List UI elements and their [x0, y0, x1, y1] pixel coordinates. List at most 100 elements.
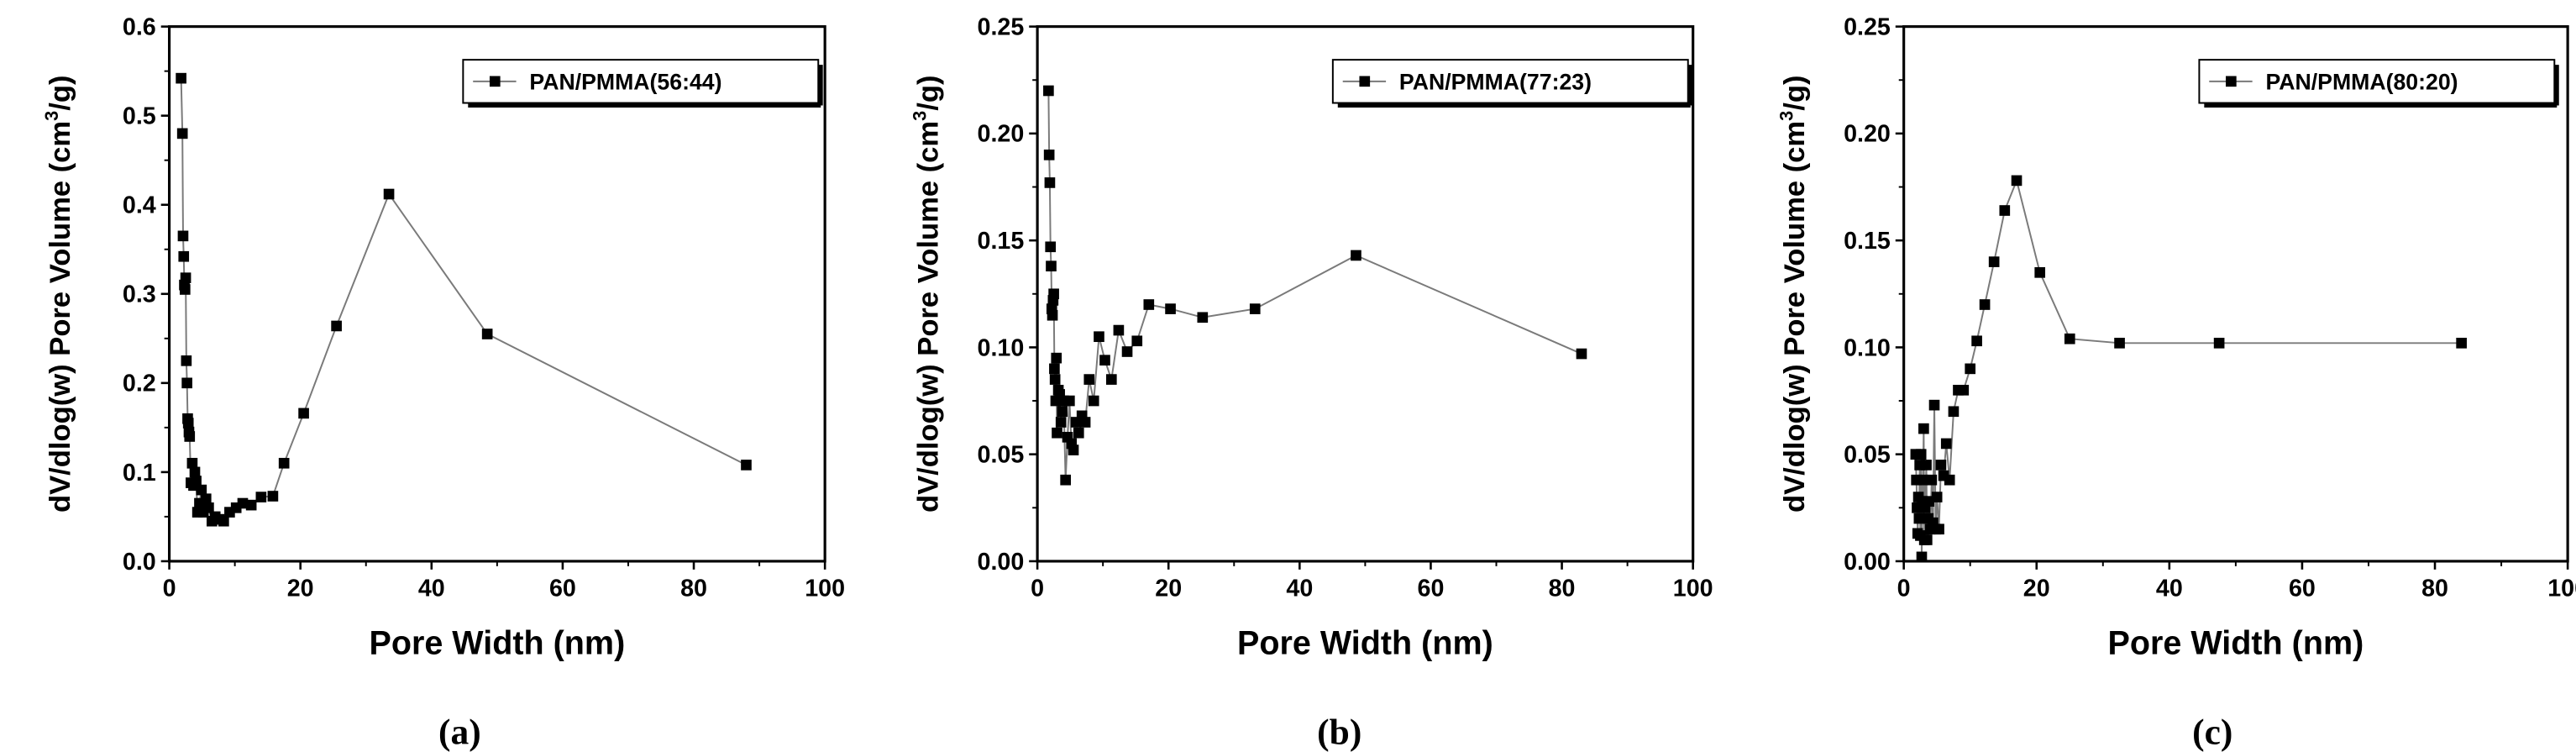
- legend-box: [2198, 59, 2556, 104]
- y-tick-label: 0.15: [1844, 228, 1891, 255]
- y-tick-label: 0.2: [123, 371, 156, 397]
- chart-panel-a: 0 20 40 60 80 100 0.0 0.1 0.2 0.3 0.4 0.5 0.6 Pore Wi…: [41, 13, 845, 752]
- y-tick-label: 0.05: [978, 442, 1025, 469]
- data-point: [2213, 337, 2225, 349]
- data-point: [1965, 363, 1976, 375]
- y-tick-label: 0.20: [978, 121, 1025, 148]
- data-point: [1916, 551, 1928, 563]
- panel-caption: (b): [1317, 712, 1361, 752]
- series-line: [1047, 90, 1582, 481]
- y-axis-title-superscript: 3: [910, 111, 931, 121]
- data-point: [178, 250, 190, 262]
- data-point: [383, 188, 395, 200]
- y-tick-label: 0.00: [978, 549, 1025, 576]
- data-point: [186, 457, 198, 469]
- data-point: [1921, 534, 1933, 545]
- data-point: [1046, 260, 1057, 272]
- data-point: [177, 230, 189, 242]
- data-point: [1049, 363, 1060, 375]
- y-tick-label: 0.6: [123, 13, 156, 40]
- data-point: [1043, 85, 1054, 97]
- data-point: [1052, 427, 1062, 439]
- data-point: [181, 377, 192, 389]
- chart-panel-b: 0 20 40 60 80 100 0.00 0.05 0.10 0.15 0.20 0.25 Pore…: [910, 13, 1713, 752]
- data-point: [191, 476, 202, 486]
- y-axis-title-main: dV/dlog(w) Pore Volume (cm: [913, 121, 945, 513]
- data-point: [1921, 460, 1932, 471]
- data-point: [1918, 423, 1929, 434]
- panel-caption: (c): [2192, 712, 2232, 752]
- legend-marker: [1359, 76, 1371, 87]
- x-tick-label: 100: [2547, 575, 2576, 602]
- legend-label: PAN/PMMA(77:23): [1399, 70, 1592, 95]
- data-point: [1073, 427, 1084, 439]
- data-point: [1043, 150, 1055, 160]
- legend-label: PAN/PMMA(56:44): [529, 70, 721, 95]
- data-point: [1055, 417, 1067, 428]
- data-point: [1948, 406, 1960, 418]
- data-point: [1060, 474, 1071, 486]
- x-tick-label: 80: [1549, 575, 1576, 602]
- data-point: [1923, 496, 1935, 507]
- legend-box: [462, 59, 820, 104]
- data-point: [1913, 513, 1925, 524]
- legend: PAN/PMMA(56:44): [462, 59, 823, 108]
- data-point: [278, 457, 290, 469]
- data-point: [1121, 346, 1133, 357]
- data-point: [741, 460, 752, 471]
- data-point: [1940, 438, 1952, 450]
- panel-caption: (a): [438, 712, 481, 752]
- data-point: [1915, 449, 1927, 460]
- x-tick-label: 20: [2023, 575, 2050, 602]
- data-point: [1988, 256, 2000, 267]
- data-point: [298, 408, 309, 419]
- legend-box: [1331, 59, 1689, 104]
- data-point: [245, 499, 257, 511]
- data-point: [1083, 374, 1095, 385]
- data-point: [1935, 460, 1947, 471]
- data-point: [1926, 474, 1938, 486]
- data-point: [1944, 474, 1955, 486]
- data-point: [1576, 348, 1587, 360]
- data-point: [1143, 299, 1155, 310]
- data-point: [1113, 324, 1125, 336]
- data-point: [331, 320, 342, 332]
- data-point: [176, 128, 188, 139]
- data-point: [1068, 444, 1079, 455]
- data-point: [196, 484, 207, 496]
- data-point: [1088, 395, 1099, 407]
- data-point: [182, 418, 194, 429]
- legend: PAN/PMMA(80:20): [2198, 59, 2559, 108]
- x-tick-label: 100: [1673, 575, 1713, 602]
- data-point: [1047, 309, 1058, 321]
- data-point: [2114, 337, 2125, 349]
- data-point: [179, 284, 191, 295]
- x-tick-label: 40: [1286, 575, 1313, 602]
- data-point: [1979, 299, 1991, 310]
- legend-label: PAN/PMMA(80:20): [2265, 70, 2458, 95]
- legend-marker: [489, 76, 501, 87]
- y-axis-title-main: dV/dlog(w) Pore Volume (cm: [45, 121, 76, 513]
- data-point: [1099, 355, 1110, 366]
- data-point: [218, 515, 229, 527]
- x-tick-label: 80: [680, 575, 707, 602]
- data-point: [2034, 267, 2046, 278]
- x-tick-label: 20: [1155, 575, 1182, 602]
- data-point: [237, 497, 249, 509]
- x-tick-label: 20: [287, 575, 314, 602]
- x-tick-label: 40: [2156, 575, 2183, 602]
- data-point: [1064, 395, 1075, 407]
- data-point: [1197, 312, 1209, 323]
- y-tick-label: 0.1: [123, 460, 156, 486]
- y-axis-title-main: dV/dlog(w) Pore Volume (cm: [1779, 121, 1811, 513]
- y-tick-label: 0.00: [1844, 549, 1891, 576]
- y-tick-label: 0.4: [123, 192, 156, 219]
- data-point: [2011, 175, 2023, 187]
- chart-panel-c: 0 20 40 60 80 100 0.00 0.05 0.10 0.15 0.20 0.25 Pore…: [1776, 13, 2576, 752]
- data-point: [200, 493, 212, 505]
- y-axis-title-end: /g): [913, 76, 945, 111]
- data-point: [1045, 241, 1057, 253]
- y-tick-label: 0.15: [978, 228, 1025, 255]
- data-point: [1928, 399, 1940, 411]
